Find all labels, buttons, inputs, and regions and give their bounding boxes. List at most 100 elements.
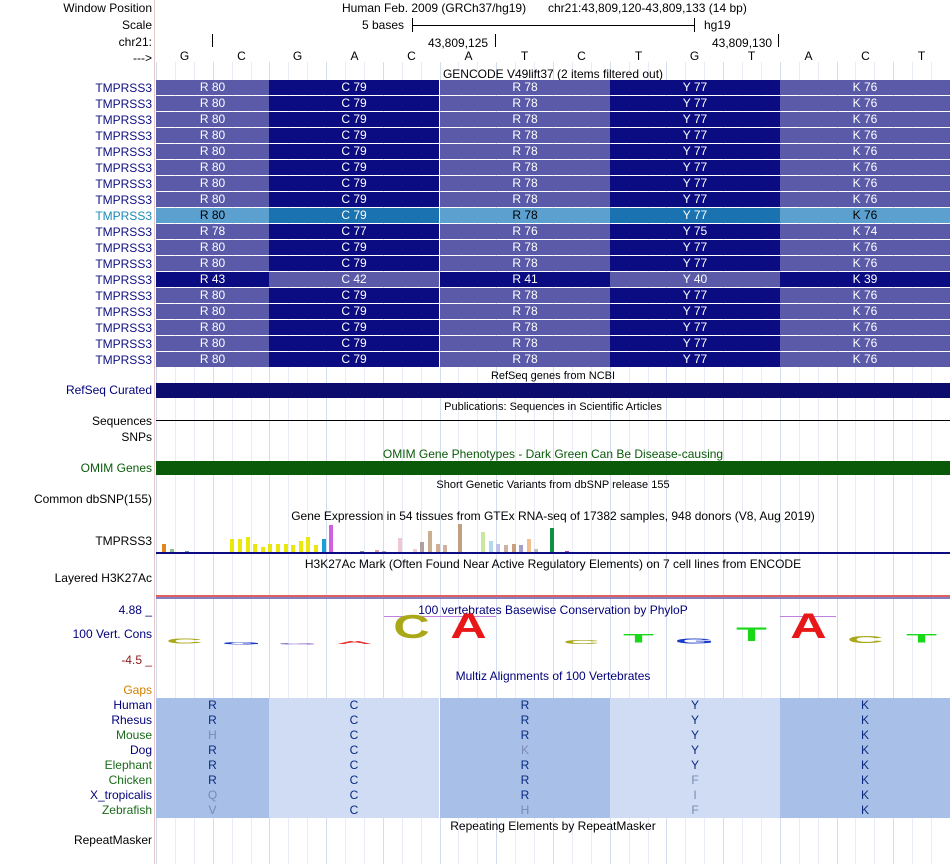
gencode-track-label[interactable]: TMPRSS3: [95, 225, 152, 239]
gtex-tissue-bar[interactable]: [299, 541, 303, 552]
gencode-row[interactable]: R 80 C 79 R 78 Y 77 K 76: [156, 304, 950, 319]
gtex-tissue-bar[interactable]: [527, 539, 531, 552]
gtex-tissue-bar[interactable]: [413, 549, 417, 552]
dbsnp-track-title[interactable]: Short Genetic Variants from dbSNP releas…: [436, 479, 670, 491]
gtex-tissue-bar[interactable]: [481, 532, 485, 552]
multiz-species-label[interactable]: Chicken: [108, 773, 152, 787]
gtex-tissue-bar[interactable]: [504, 545, 508, 552]
repeatmasker-track-label[interactable]: RepeatMasker: [73, 833, 152, 847]
gencode-row[interactable]: R 80 C 79 R 78 Y 77 K 76: [156, 96, 950, 111]
gtex-tissue-bar[interactable]: [550, 528, 554, 552]
gtex-tissue-bar[interactable]: [534, 549, 538, 552]
gencode-row[interactable]: R 80 C 79 R 78 Y 77 K 76: [156, 256, 950, 271]
dbsnp-track-label[interactable]: Common dbSNP(155): [33, 492, 152, 506]
gtex-tissue-bar[interactable]: [443, 545, 447, 552]
gtex-tissue-bar[interactable]: [496, 544, 500, 552]
gtex-tissue-bar[interactable]: [519, 545, 523, 552]
gencode-row[interactable]: R 80 C 79 R 78 Y 77 K 76: [156, 208, 950, 223]
gtex-tissue-bar[interactable]: [322, 539, 326, 552]
gtex-tissue-bar[interactable]: [162, 544, 166, 552]
gencode-track-label[interactable]: TMPRSS3: [95, 321, 152, 335]
gencode-row[interactable]: R 80 C 79 R 78 Y 77 K 76: [156, 320, 950, 335]
gtex-tissue-bar[interactable]: [489, 541, 493, 552]
sequences-track-label[interactable]: Sequences: [91, 414, 152, 428]
gencode-row[interactable]: R 80 C 79 R 78 Y 77 K 76: [156, 288, 950, 303]
pubs-track-title[interactable]: Publications: Sequences in Scientific Ar…: [444, 401, 662, 413]
gencode-track-label[interactable]: TMPRSS3: [95, 193, 152, 207]
gencode-track-label[interactable]: TMPRSS3: [95, 177, 152, 191]
gencode-track-title[interactable]: GENCODE V49lift37 (2 items filtered out): [442, 67, 664, 81]
gencode-track-label[interactable]: TMPRSS3: [95, 289, 152, 303]
gtex-tissue-bar[interactable]: [261, 547, 265, 552]
gencode-track-label[interactable]: TMPRSS3: [95, 257, 152, 271]
gtex-tissue-bar[interactable]: [291, 545, 295, 552]
gencode-track-label[interactable]: TMPRSS3: [95, 273, 152, 287]
gtex-tissue-bar[interactable]: [398, 538, 402, 552]
gtex-tissue-bar[interactable]: [436, 544, 440, 552]
gtex-tissue-bar[interactable]: [428, 531, 432, 552]
omim-track-label[interactable]: OMIM Genes: [80, 461, 152, 475]
gtex-tissue-bar[interactable]: [230, 539, 234, 552]
omim-track-title[interactable]: OMIM Gene Phenotypes - Dark Green Can Be…: [382, 447, 724, 461]
multiz-species-label[interactable]: Zebrafish: [101, 803, 152, 817]
gencode-row[interactable]: R 80 C 79 R 78 Y 77 K 76: [156, 160, 950, 175]
gtex-tissue-bar[interactable]: [420, 542, 424, 552]
gencode-track-label[interactable]: TMPRSS3: [95, 129, 152, 143]
gencode-row[interactable]: R 78 C 77 R 76 Y 75 K 74: [156, 224, 950, 239]
multiz-track-title[interactable]: Multiz Alignments of 100 Vertebrates: [455, 669, 651, 683]
gtex-tissue-bar[interactable]: [284, 544, 288, 552]
h3k27ac-track-label[interactable]: Layered H3K27Ac: [54, 571, 152, 585]
gtex-tissue-bar[interactable]: [268, 544, 272, 552]
gtex-track-title[interactable]: Gene Expression in 54 tissues from GTEx …: [291, 509, 815, 523]
refseq-track-title[interactable]: RefSeq genes from NCBI: [490, 370, 616, 382]
refseq-track-label[interactable]: RefSeq Curated: [65, 383, 152, 397]
gencode-row[interactable]: R 80 C 79 R 78 Y 77 K 76: [156, 352, 950, 367]
gtex-tissue-bar[interactable]: [185, 551, 189, 552]
multiz-species-label[interactable]: Elephant: [104, 758, 152, 772]
gencode-row[interactable]: R 80 C 79 R 78 Y 77 K 76: [156, 112, 950, 127]
gtex-tissue-bar[interactable]: [306, 537, 310, 552]
refseq-gene-bar[interactable]: [156, 383, 950, 398]
gtex-tissue-bar[interactable]: [314, 545, 318, 552]
gencode-track-label[interactable]: TMPRSS3: [95, 113, 152, 127]
gencode-row[interactable]: R 80 C 79 R 78 Y 77 K 76: [156, 128, 950, 143]
gencode-track-label[interactable]: TMPRSS3: [95, 305, 152, 319]
gencode-row[interactable]: R 80 C 79 R 78 Y 77 K 76: [156, 80, 950, 95]
gtex-tissue-bar[interactable]: [360, 551, 364, 552]
gencode-track-label[interactable]: TMPRSS3: [95, 353, 152, 367]
gencode-track-label[interactable]: TMPRSS3: [95, 81, 152, 95]
gtex-tissue-bar[interactable]: [382, 551, 386, 552]
gtex-tissue-bar[interactable]: [329, 525, 333, 552]
gtex-tissue-bar[interactable]: [238, 539, 242, 552]
gtex-tissue-bar[interactable]: [375, 550, 379, 552]
multiz-species-label[interactable]: Dog: [129, 743, 152, 757]
gtex-tissue-bar[interactable]: [458, 524, 462, 552]
gencode-track-label[interactable]: TMPRSS3: [95, 337, 152, 351]
gencode-track-label[interactable]: TMPRSS3: [95, 161, 152, 175]
snps-track-label[interactable]: SNPs: [121, 430, 152, 444]
omim-gene-bar[interactable]: [156, 461, 950, 475]
repeatmasker-track-title[interactable]: Repeating Elements by RepeatMasker: [450, 819, 656, 833]
gtex-tissue-bar[interactable]: [512, 544, 516, 552]
multiz-species-label[interactable]: X_tropicalis: [89, 788, 152, 802]
gencode-track-label[interactable]: TMPRSS3: [95, 209, 152, 223]
gencode-row[interactable]: R 43 C 42 R 41 Y 40 K 39: [156, 272, 950, 287]
gencode-row[interactable]: R 80 C 79 R 78 Y 77 K 76: [156, 192, 950, 207]
gencode-row[interactable]: R 80 C 79 R 78 Y 77 K 76: [156, 240, 950, 255]
cons-track-title[interactable]: 100 vertebrates Basewise Conservation by…: [418, 603, 688, 617]
gencode-track-label[interactable]: TMPRSS3: [95, 145, 152, 159]
multiz-species-label[interactable]: Mouse: [115, 728, 152, 742]
gtex-tissue-bar[interactable]: [565, 551, 569, 552]
track-data-area[interactable]: Human Feb. 2009 (GRCh37/hg19) chr21:43,8…: [156, 0, 950, 864]
gtex-tissue-bar[interactable]: [170, 549, 174, 552]
gtex-bar-graph[interactable]: [162, 522, 569, 552]
gencode-track-label[interactable]: TMPRSS3: [95, 97, 152, 111]
